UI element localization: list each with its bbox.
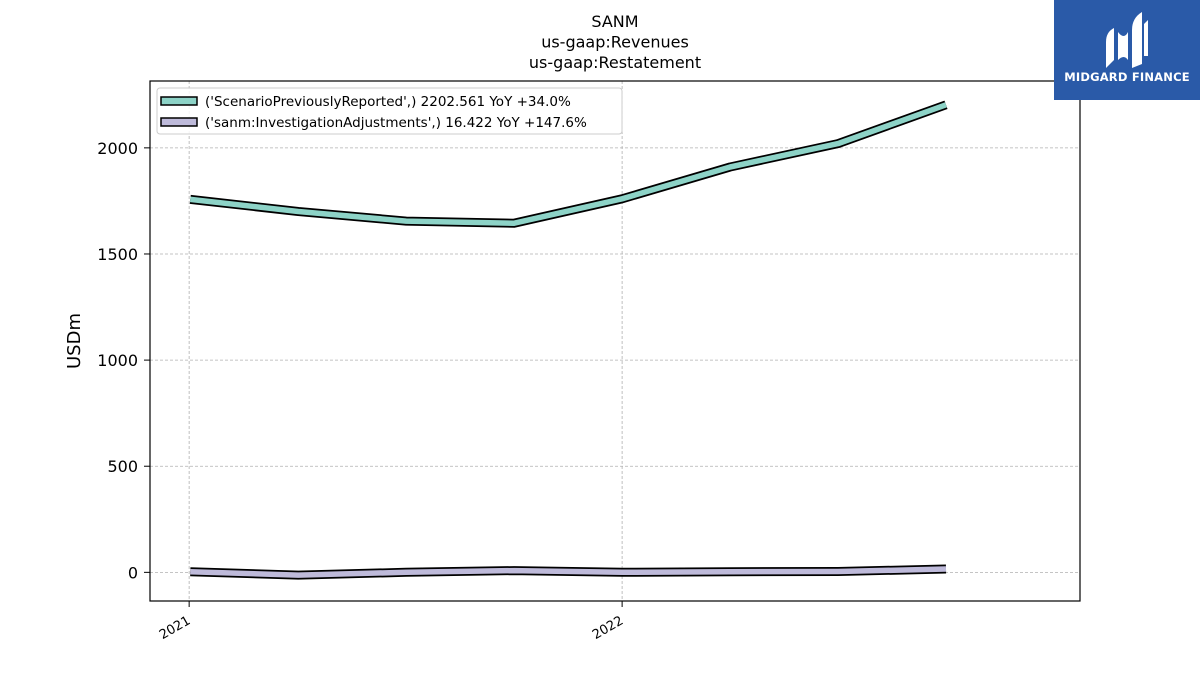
legend-box [156, 87, 623, 135]
y-tick-label: 1000 [97, 351, 138, 370]
plot-area [149, 80, 1081, 602]
legend: ('ScenarioPreviouslyReported',) 2202.561… [156, 87, 623, 135]
x-tick-label: 2022 [590, 613, 626, 643]
title-line: us-gaap:Revenues [541, 33, 689, 52]
logo: MIDGARD FINANCE [1054, 0, 1200, 100]
y-axis: 0 500 1000 1500 2000 [97, 139, 150, 582]
grid [150, 81, 1080, 601]
y-tick-label: 2000 [97, 139, 138, 158]
legend-swatch [160, 117, 198, 127]
series-line [189, 102, 947, 226]
legend-swatch [160, 96, 198, 106]
logo-text: MIDGARD FINANCE [1064, 70, 1190, 84]
y-tick-label: 0 [128, 563, 138, 582]
y-tick-label: 1500 [97, 245, 138, 264]
logo-mark-icon [1106, 12, 1148, 68]
title-line: SANM [591, 12, 638, 31]
title-line: us-gaap:Restatement [529, 53, 701, 72]
series-group [189, 100, 948, 580]
y-tick-label: 500 [107, 457, 138, 476]
x-tick-label: 2021 [157, 613, 193, 643]
legend-label: ('sanm:InvestigationAdjustments',) 16.42… [205, 115, 587, 131]
x-axis: 2021 2022 [157, 601, 626, 643]
legend-label: ('ScenarioPreviouslyReported',) 2202.561… [205, 94, 571, 110]
series-line [190, 566, 947, 578]
y-axis-label: USDm [64, 313, 85, 369]
